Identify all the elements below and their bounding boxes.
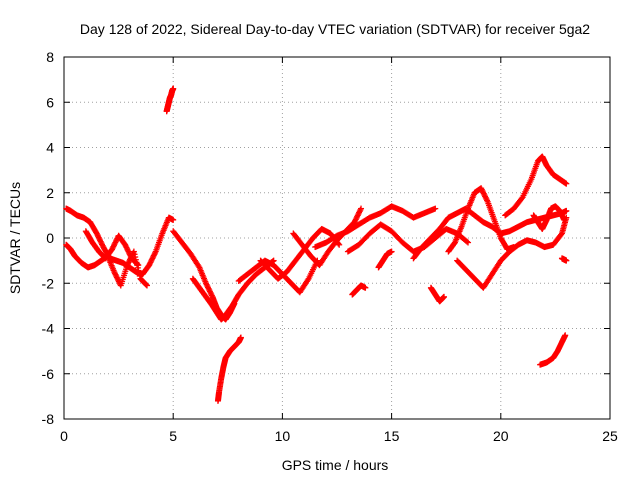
data-point bbox=[388, 248, 395, 255]
y-tick-label: -4 bbox=[42, 321, 55, 337]
data-point bbox=[237, 334, 244, 341]
y-axis-label: SDTVAR / TECUs bbox=[7, 182, 23, 294]
y-tick-label: -6 bbox=[42, 366, 55, 382]
data-point bbox=[134, 261, 141, 268]
series-arc-j bbox=[290, 205, 365, 269]
data-point bbox=[432, 205, 439, 212]
y-tick-label: -8 bbox=[42, 411, 55, 427]
data-point bbox=[130, 248, 137, 255]
series-arc-k bbox=[312, 203, 439, 251]
y-tick-label: 6 bbox=[46, 94, 54, 110]
data-point bbox=[135, 262, 142, 269]
x-tick-label: 0 bbox=[60, 428, 68, 444]
series-arc-v bbox=[558, 255, 570, 264]
series-arc-c bbox=[82, 228, 142, 269]
x-tick-label: 10 bbox=[275, 428, 291, 444]
series-arc-n bbox=[375, 248, 395, 271]
data-point bbox=[143, 281, 150, 288]
series-arc-l bbox=[344, 221, 472, 255]
y-tick-label: 0 bbox=[46, 230, 54, 246]
data-point bbox=[358, 205, 365, 212]
series-arc-f bbox=[189, 257, 277, 323]
series-arc-u bbox=[537, 332, 569, 368]
data-point bbox=[143, 282, 150, 289]
x-axis-label: GPS time / hours bbox=[282, 457, 389, 473]
y-tick-label: -2 bbox=[42, 275, 55, 291]
chart-title: Day 128 of 2022, Sidereal Day-to-day VTE… bbox=[80, 21, 590, 37]
series-arc-m bbox=[349, 282, 369, 298]
data-point bbox=[136, 270, 143, 277]
x-tick-label: 25 bbox=[602, 428, 618, 444]
x-tick-label: 20 bbox=[493, 428, 509, 444]
data-point bbox=[362, 284, 369, 291]
data-point bbox=[170, 216, 177, 223]
axis-ticks: 0 5 10 15 20 25 -8 -6 -4 -2 0 2 4 6 8 bbox=[42, 49, 618, 444]
data-point bbox=[136, 273, 143, 280]
data-point bbox=[336, 241, 343, 248]
x-tick-label: 15 bbox=[384, 428, 400, 444]
data-point bbox=[463, 238, 470, 245]
series-arc-g bbox=[214, 334, 244, 404]
data-point bbox=[465, 239, 472, 246]
series-arc-p bbox=[427, 284, 448, 305]
y-tick-label: 4 bbox=[46, 140, 54, 156]
series-arc-d bbox=[163, 85, 177, 115]
y-tick-label: 2 bbox=[46, 185, 54, 201]
x-tick-label: 5 bbox=[169, 428, 177, 444]
data-point bbox=[170, 85, 177, 92]
series-arc-r bbox=[454, 214, 570, 291]
y-tick-label: 8 bbox=[46, 49, 54, 65]
data-markers bbox=[63, 85, 570, 404]
data-point bbox=[135, 267, 142, 274]
